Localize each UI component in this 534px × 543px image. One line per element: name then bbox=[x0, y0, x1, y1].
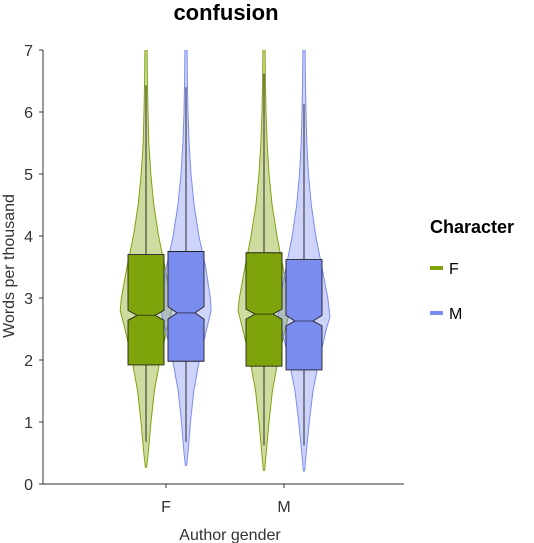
box-series-f-cat-m bbox=[245, 252, 283, 367]
y-tick-label-6: 6 bbox=[24, 105, 33, 122]
x-axis-title: Author gender bbox=[179, 527, 281, 543]
box-series-m-cat-f bbox=[167, 251, 205, 362]
box-series-f-cat-f bbox=[127, 254, 165, 366]
y-axis-title: Words per thousand bbox=[1, 194, 18, 338]
plot-area bbox=[119, 50, 331, 472]
chart-title: confusion bbox=[173, 0, 278, 25]
y-tick-label-3: 3 bbox=[24, 291, 33, 308]
box-series-m-cat-m bbox=[285, 259, 323, 371]
y-tick-label-0: 0 bbox=[24, 477, 33, 494]
y-tick-label-1: 1 bbox=[24, 415, 33, 432]
y-tick-label-7: 7 bbox=[24, 43, 33, 60]
x-tick-label-f: F bbox=[161, 499, 171, 516]
legend-title: Character bbox=[430, 217, 514, 237]
legend: Character F M bbox=[430, 217, 514, 323]
axes: 0 1 2 3 4 5 6 7 F M bbox=[24, 43, 404, 516]
legend-swatch-f bbox=[430, 266, 443, 270]
legend-label-m: M bbox=[449, 306, 462, 323]
y-tick-label-4: 4 bbox=[24, 229, 33, 246]
x-tick-label-m: M bbox=[277, 499, 290, 516]
y-tick-label-5: 5 bbox=[24, 167, 33, 184]
box-group bbox=[127, 73, 323, 446]
legend-label-f: F bbox=[449, 261, 459, 278]
legend-swatch-m bbox=[430, 311, 443, 315]
y-tick-label-2: 2 bbox=[24, 353, 33, 370]
